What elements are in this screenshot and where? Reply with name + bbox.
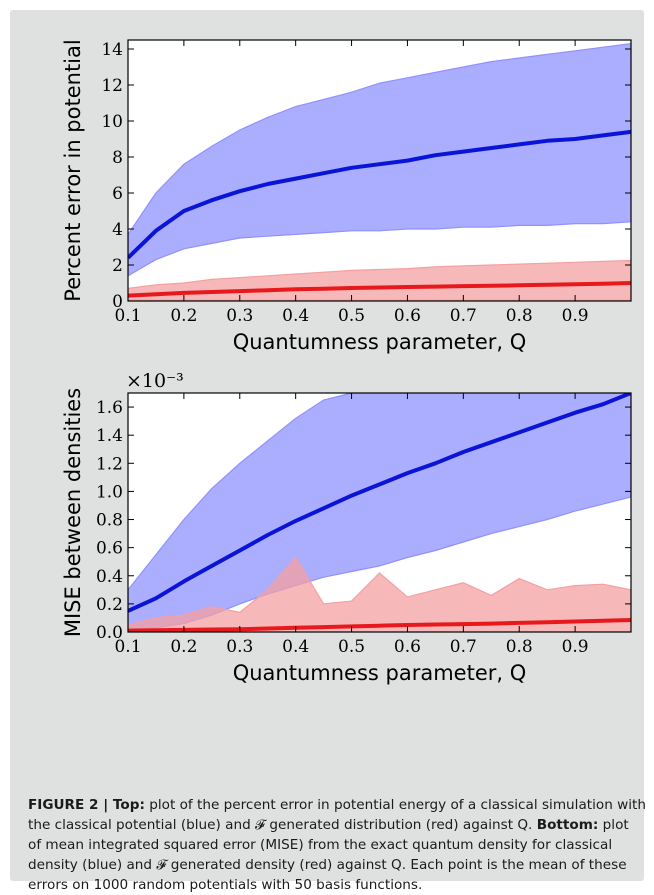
chart1-xtick-label: 0.3: [226, 306, 253, 326]
chart2-xlabel: Quantumness parameter, Q: [233, 661, 527, 685]
chart2-xtick-label: 0.7: [450, 637, 477, 657]
chart2-ytick-label: 1.2: [96, 454, 123, 474]
chart1-ytick-label: 14: [101, 40, 123, 60]
chart2-xtick-label: 0.4: [282, 637, 309, 657]
chart2-xtick-label: 0.8: [506, 637, 533, 657]
chart2-xtick-label: 0.9: [562, 637, 589, 657]
chart1-xtick-label: 0.4: [282, 306, 309, 326]
chart2-frame: [127, 392, 632, 633]
chart2-xtick-label: 0.2: [170, 637, 197, 657]
chart2-series2-line: [128, 618, 631, 632]
caption-top-label: Top:: [112, 797, 145, 813]
chart1-xtick-label: 0.6: [394, 306, 421, 326]
caption-bottom-label: Bottom:: [536, 817, 599, 833]
chart1-ytick-label: 10: [101, 112, 123, 132]
chart2-xtick-label: 0.6: [394, 637, 421, 657]
chart1-xtick-label: 0.8: [506, 306, 533, 326]
chart1-xtick-label: 0.7: [450, 306, 477, 326]
chart1-xtick-label: 0.5: [338, 306, 365, 326]
chart1-ytick-label: 2: [112, 256, 123, 276]
chart1-series1-band: [128, 42, 631, 277]
chart1-ytick-label: 4: [112, 220, 123, 240]
chart2-series1-line: [128, 393, 631, 613]
figure-plots: 0.1 0.2 0.3 0.4 0.5 0.6 0.7 0.8 0.9 0 2 4 6 8 10 12 14 Qu…: [61, 39, 632, 685]
chart2-ytick-label: 0.4: [96, 567, 123, 587]
chart1-series1-line: [128, 129, 631, 260]
chart1-ytick-label: 6: [112, 184, 123, 204]
chart1-xlabel: Quantumness parameter, Q: [233, 330, 527, 354]
chart1-xtick-label: 0.2: [170, 306, 197, 326]
chart1-xtick-label: 0.1: [114, 306, 141, 326]
chart2-ytick-label: 1.6: [96, 398, 123, 418]
chart2-ytick-label: 0.0: [96, 623, 123, 643]
caption-bottom-text: plot of mean integrated squared error (M…: [28, 817, 629, 893]
caption-label: FIGURE 2 |: [28, 797, 113, 813]
chart2-xtick-label: 0.1: [114, 637, 141, 657]
chart1-ytick-label: 12: [101, 76, 123, 96]
chart1-frame: [127, 39, 632, 302]
chart2-series2-band: [128, 556, 631, 632]
chart2-ytick-label: 0.6: [96, 539, 123, 559]
chart2-xtick-label: 0.5: [338, 637, 365, 657]
caption-top-text: plot of the percent error in potential e…: [28, 797, 646, 833]
chart1-xtick-label: 0.9: [562, 306, 589, 326]
chart1-ylabel: Percent error in potential: [61, 39, 85, 301]
chart2-ytick-label: 0.8: [96, 511, 123, 531]
chart2-ytick-label: 1.0: [96, 482, 123, 502]
chart2-ytick-label: 0.2: [96, 595, 123, 615]
figure-panel: 0.1 0.2 0.3 0.4 0.5 0.6 0.7 0.8 0.9 0 2 4 6 8 10 12 14 Qu…: [10, 10, 646, 893]
chart1-ytick-label: 8: [112, 148, 123, 168]
chart1-ytick-label: 0: [112, 292, 123, 312]
chart1-series2-line: [128, 281, 631, 298]
chart2-scale-label: ×10⁻³: [126, 370, 184, 392]
chart2-ylabel: MISE between densities: [61, 388, 85, 637]
chart2-ytick-label: 1.4: [96, 426, 123, 446]
figure-caption: FIGURE 2 | Top: plot of the percent erro…: [28, 795, 646, 895]
chart2-xtick-label: 0.3: [226, 637, 253, 657]
